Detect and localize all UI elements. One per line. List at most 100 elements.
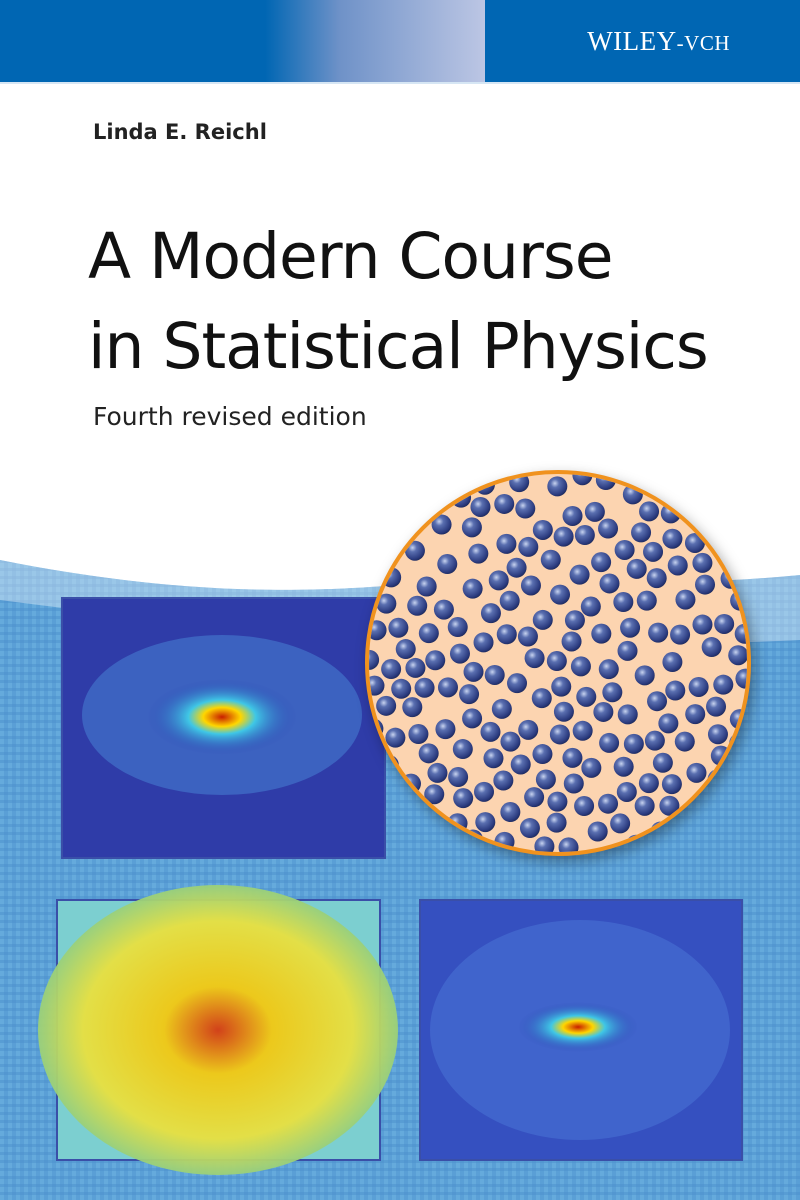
sphere bbox=[408, 724, 429, 745]
sphere bbox=[395, 639, 416, 660]
sphere bbox=[662, 528, 683, 549]
sphere bbox=[369, 620, 387, 641]
sphere bbox=[686, 762, 707, 783]
sphere bbox=[665, 680, 686, 701]
sphere bbox=[562, 505, 583, 526]
sphere bbox=[461, 517, 482, 538]
divider bbox=[0, 82, 800, 84]
sphere bbox=[580, 596, 601, 617]
sphere bbox=[484, 664, 505, 685]
sphere bbox=[425, 650, 446, 671]
sphere bbox=[613, 592, 634, 613]
logo-suffix: -VCH bbox=[676, 31, 730, 55]
sphere bbox=[614, 539, 635, 560]
publisher-logo: WILEY-VCH bbox=[587, 26, 730, 57]
sphere bbox=[634, 665, 655, 686]
sphere bbox=[391, 678, 412, 699]
sphere bbox=[599, 573, 620, 594]
sphere bbox=[494, 493, 515, 514]
sphere bbox=[407, 595, 428, 616]
sphere bbox=[667, 555, 688, 576]
sphere bbox=[734, 623, 747, 644]
sphere bbox=[684, 532, 705, 553]
sphere bbox=[616, 781, 637, 802]
sphere bbox=[569, 564, 590, 585]
sphere bbox=[500, 802, 521, 823]
sphere bbox=[547, 791, 568, 812]
sphere bbox=[488, 570, 509, 591]
sphere bbox=[452, 739, 473, 760]
hard-sphere-gas-circle bbox=[365, 470, 751, 856]
sphere bbox=[675, 589, 696, 610]
sphere bbox=[562, 747, 583, 768]
condensate-density-plot-top-left bbox=[61, 597, 386, 859]
sphere bbox=[707, 724, 728, 745]
sphere bbox=[474, 781, 495, 802]
sphere bbox=[602, 682, 623, 703]
book-title: A Modern Course in Statistical Physics bbox=[88, 212, 709, 392]
sphere bbox=[547, 476, 568, 497]
sphere bbox=[519, 818, 540, 839]
sphere bbox=[462, 578, 483, 599]
sphere bbox=[636, 590, 657, 611]
sphere bbox=[551, 676, 572, 697]
sphere bbox=[524, 787, 545, 808]
sphere bbox=[517, 626, 538, 647]
sphere bbox=[534, 836, 555, 852]
sphere bbox=[598, 518, 619, 539]
sphere bbox=[598, 659, 619, 680]
sphere bbox=[473, 632, 494, 653]
sphere bbox=[652, 752, 673, 773]
sphere bbox=[515, 498, 536, 519]
sphere bbox=[418, 623, 439, 644]
sphere bbox=[427, 762, 448, 783]
sphere bbox=[376, 593, 397, 614]
sphere bbox=[713, 674, 734, 695]
sphere bbox=[468, 543, 489, 564]
sphere bbox=[576, 686, 597, 707]
sphere bbox=[639, 501, 660, 522]
sphere bbox=[564, 610, 585, 631]
sphere bbox=[634, 795, 655, 816]
sphere bbox=[480, 603, 501, 624]
sphere bbox=[535, 769, 556, 790]
sphere bbox=[437, 554, 458, 575]
sphere bbox=[658, 713, 679, 734]
sphere bbox=[431, 514, 452, 535]
sphere bbox=[623, 733, 644, 754]
sphere bbox=[692, 614, 713, 635]
sphere bbox=[674, 731, 695, 752]
sphere bbox=[510, 754, 531, 775]
sphere bbox=[500, 731, 521, 752]
sphere bbox=[480, 721, 501, 742]
sphere bbox=[695, 574, 716, 595]
sphere bbox=[462, 708, 483, 729]
sphere bbox=[499, 590, 520, 611]
sphere bbox=[449, 643, 470, 664]
sphere bbox=[622, 484, 643, 505]
sphere bbox=[593, 701, 614, 722]
sphere bbox=[728, 645, 747, 666]
sphere bbox=[553, 701, 574, 722]
sphere bbox=[701, 637, 722, 658]
sphere bbox=[416, 576, 437, 597]
sphere bbox=[404, 540, 425, 561]
sphere bbox=[507, 673, 528, 694]
sphere bbox=[584, 501, 605, 522]
sphere bbox=[643, 541, 664, 562]
sphere bbox=[369, 649, 380, 670]
sphere bbox=[558, 837, 579, 852]
sphere bbox=[453, 788, 474, 809]
sphere bbox=[598, 793, 619, 814]
title-line-1: A Modern Course bbox=[88, 220, 613, 293]
sphere bbox=[369, 675, 385, 696]
sphere bbox=[631, 522, 652, 543]
sphere bbox=[550, 584, 571, 605]
sphere bbox=[493, 770, 514, 791]
sphere bbox=[475, 812, 496, 833]
sphere bbox=[524, 648, 545, 669]
sphere bbox=[405, 657, 426, 678]
publisher-banner bbox=[0, 0, 800, 82]
sphere bbox=[661, 774, 682, 795]
sphere bbox=[613, 756, 634, 777]
